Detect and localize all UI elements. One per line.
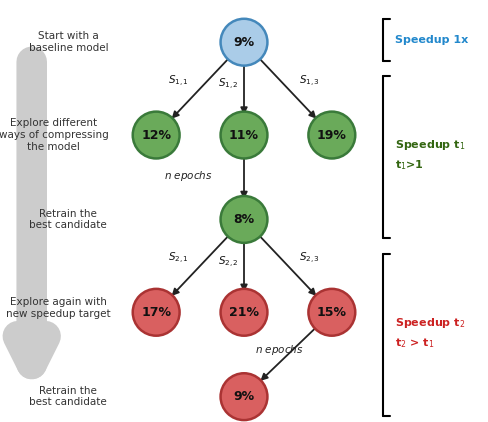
- Text: Retrain the
best candidate: Retrain the best candidate: [29, 208, 107, 230]
- Text: $S_{2,2}$: $S_{2,2}$: [218, 255, 239, 270]
- Text: Speedup 1x: Speedup 1x: [395, 35, 468, 45]
- Ellipse shape: [221, 111, 267, 159]
- Text: $n$ epochs: $n$ epochs: [255, 343, 304, 357]
- Ellipse shape: [308, 111, 355, 159]
- Text: Speedup t$_2$: Speedup t$_2$: [395, 316, 466, 330]
- Ellipse shape: [308, 289, 355, 336]
- Text: 15%: 15%: [317, 306, 347, 319]
- Text: $n$ epochs: $n$ epochs: [163, 169, 212, 184]
- Ellipse shape: [221, 196, 267, 243]
- Text: Speedup t$_1$: Speedup t$_1$: [395, 138, 466, 152]
- Text: 9%: 9%: [233, 36, 255, 49]
- Text: 8%: 8%: [233, 213, 255, 226]
- Text: $S_{1,1}$: $S_{1,1}$: [168, 73, 188, 89]
- Text: Retrain the
best candidate: Retrain the best candidate: [29, 386, 107, 408]
- Ellipse shape: [133, 289, 180, 336]
- Text: t$_1$>1: t$_1$>1: [395, 159, 424, 172]
- Text: $S_{1,3}$: $S_{1,3}$: [299, 73, 321, 89]
- Text: $S_{2,3}$: $S_{2,3}$: [299, 251, 321, 266]
- Ellipse shape: [221, 373, 267, 420]
- Ellipse shape: [133, 111, 180, 159]
- Text: $S_{2,1}$: $S_{2,1}$: [168, 251, 188, 266]
- Text: Explore different
ways of compressing
the model: Explore different ways of compressing th…: [0, 119, 108, 151]
- Ellipse shape: [221, 19, 267, 66]
- Text: Explore again with
new speedup target: Explore again with new speedup target: [6, 297, 111, 319]
- Text: $S_{1,2}$: $S_{1,2}$: [218, 77, 239, 92]
- Text: 17%: 17%: [141, 306, 171, 319]
- Text: 12%: 12%: [141, 129, 171, 141]
- Ellipse shape: [221, 289, 267, 336]
- Text: Start with a
baseline model: Start with a baseline model: [28, 31, 108, 53]
- Text: 9%: 9%: [233, 390, 255, 403]
- Text: 19%: 19%: [317, 129, 347, 141]
- Text: t$_2$ > t$_1$: t$_2$ > t$_1$: [395, 336, 435, 350]
- Text: 11%: 11%: [229, 129, 259, 141]
- Text: 21%: 21%: [229, 306, 259, 319]
